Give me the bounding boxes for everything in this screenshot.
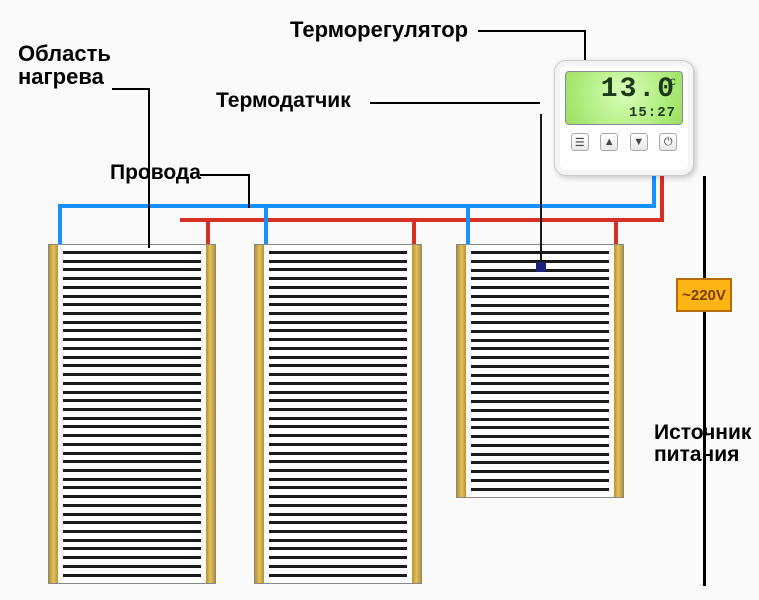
wire-red — [412, 218, 416, 244]
wire-black — [703, 176, 706, 586]
lcd-sub-reading: 15:27 — [572, 106, 676, 120]
wire-red — [206, 218, 210, 244]
sensor-tip — [536, 262, 546, 272]
thermostat-button[interactable]: ⏻ — [659, 133, 677, 151]
wire-blue — [58, 204, 62, 244]
label-sensor: Термодатчик — [216, 90, 351, 112]
wire-blue — [466, 204, 470, 244]
callout-line — [200, 174, 248, 176]
wire-blue — [652, 176, 656, 208]
lcd-main-reading: 13.0 — [572, 76, 676, 104]
heating-panel — [254, 244, 422, 584]
wire-red — [180, 218, 660, 222]
wire-blue — [264, 204, 268, 244]
callout-line — [478, 30, 584, 32]
wire-red — [614, 218, 618, 244]
callout-line — [148, 88, 150, 248]
voltage-source: ~220V — [676, 278, 732, 312]
callout-line — [370, 102, 540, 104]
callout-line — [584, 30, 586, 62]
label-wires: Провода — [110, 162, 201, 184]
label-thermostat: Терморегулятор — [290, 18, 468, 41]
callout-line — [112, 88, 148, 90]
thermostat-button[interactable]: ☰ — [571, 133, 589, 151]
heating-panel — [456, 244, 624, 498]
lcd-unit: °C — [664, 78, 676, 89]
sensor-wire — [540, 114, 542, 262]
thermostat-lcd: °C 13.0 15:27 — [565, 71, 683, 125]
label-heating-area: Область нагрева — [18, 42, 111, 88]
thermostat-buttons: ☰ ▲ ▼ ⏻ — [565, 133, 683, 151]
thermostat-device: °C 13.0 15:27 ☰ ▲ ▼ ⏻ — [554, 60, 694, 176]
thermostat-button[interactable]: ▼ — [630, 133, 648, 151]
callout-line — [248, 174, 250, 208]
thermostat-button[interactable]: ▲ — [600, 133, 618, 151]
heating-panel — [48, 244, 216, 584]
wire-red — [660, 176, 664, 222]
